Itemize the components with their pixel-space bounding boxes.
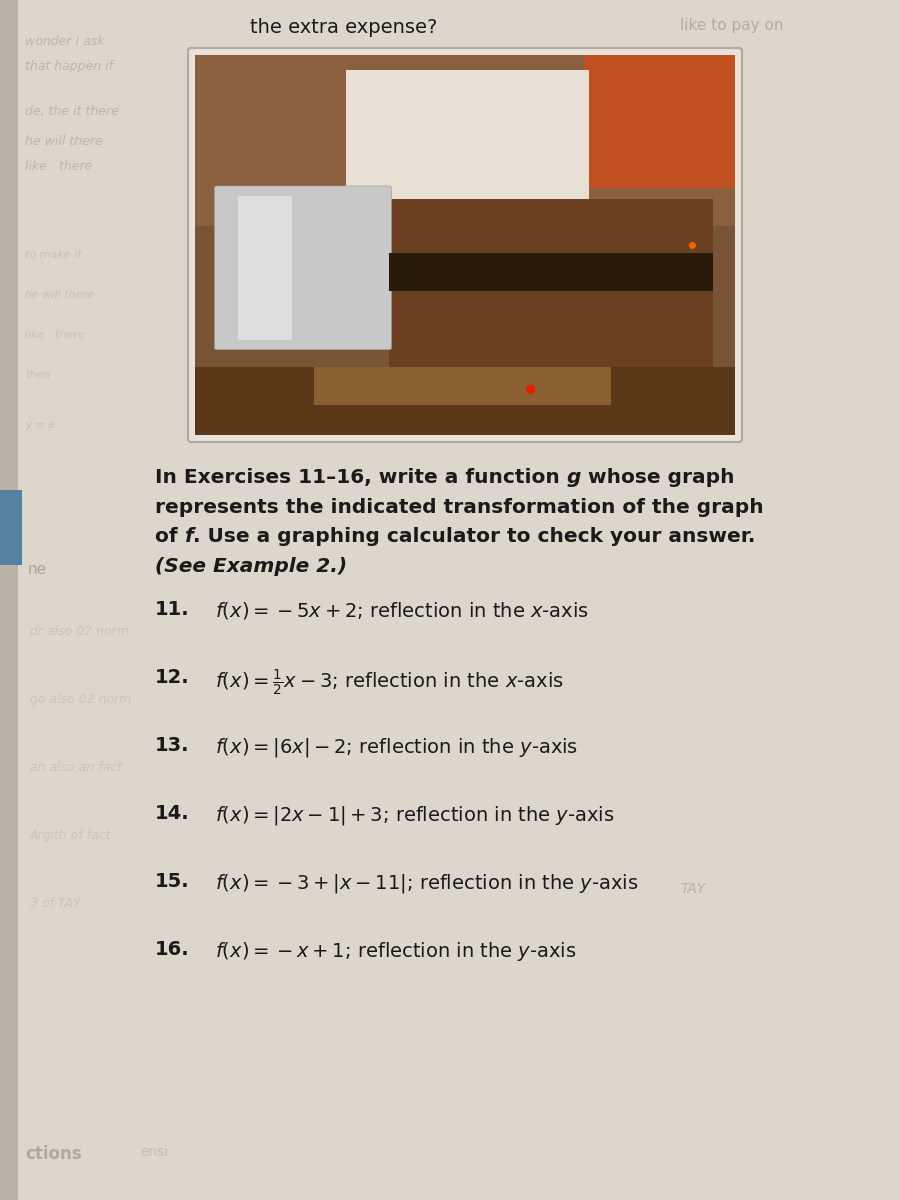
- FancyBboxPatch shape: [214, 186, 392, 349]
- Text: 12.: 12.: [155, 668, 190, 686]
- Bar: [584, 55, 735, 188]
- Text: like to pay on: like to pay on: [680, 18, 784, 32]
- Text: . Use a graphing calculator to check your answer.: . Use a graphing calculator to check you…: [194, 528, 756, 546]
- Text: like   there: like there: [25, 330, 85, 340]
- Text: to make it: to make it: [25, 250, 82, 260]
- Text: then: then: [25, 370, 50, 380]
- Bar: [0, 490, 22, 565]
- Text: ne: ne: [28, 562, 47, 577]
- Text: 15.: 15.: [155, 872, 190, 890]
- Text: that happen if: that happen if: [25, 60, 113, 73]
- Text: $f(x) = |6x| - 2$; reflection in the $y$-axis: $f(x) = |6x| - 2$; reflection in the $y$…: [215, 736, 578, 758]
- Bar: [238, 196, 292, 340]
- Text: ctions: ctions: [25, 1145, 82, 1163]
- Bar: [314, 366, 611, 404]
- Bar: [195, 55, 735, 434]
- Text: $f(x) = \frac{1}{2}x - 3$; reflection in the $x$-axis: $f(x) = \frac{1}{2}x - 3$; reflection in…: [215, 668, 563, 698]
- Text: ensi: ensi: [140, 1145, 168, 1159]
- Bar: [0, 0, 18, 1200]
- Bar: [195, 55, 735, 226]
- Text: the extra expense?: the extra expense?: [250, 18, 437, 37]
- Text: 16.: 16.: [155, 940, 190, 959]
- Text: $f(x) = -5x + 2$; reflection in the $x$-axis: $f(x) = -5x + 2$; reflection in the $x$-…: [215, 600, 589, 622]
- Text: $f(x) = -x + 1$; reflection in the $y$-axis: $f(x) = -x + 1$; reflection in the $y$-a…: [215, 940, 577, 962]
- Text: 14.: 14.: [155, 804, 190, 823]
- Text: de, the it there: de, the it there: [25, 104, 119, 118]
- Text: (See Example 2.): (See Example 2.): [155, 557, 347, 576]
- Text: 11.: 11.: [155, 600, 190, 619]
- Text: 13.: 13.: [155, 736, 190, 755]
- Text: go also 02 norm: go also 02 norm: [30, 692, 131, 706]
- Text: an also an fact: an also an fact: [30, 761, 122, 774]
- Bar: [195, 366, 735, 434]
- Text: 3 of TAY: 3 of TAY: [30, 898, 81, 910]
- Text: TAY: TAY: [680, 882, 706, 896]
- Text: In Exercises 11–16, write a function: In Exercises 11–16, write a function: [155, 468, 567, 487]
- Bar: [346, 70, 590, 215]
- Text: whose graph: whose graph: [581, 468, 734, 487]
- Text: y = a: y = a: [25, 420, 55, 430]
- Bar: [390, 253, 714, 290]
- Text: represents the indicated transformation of the graph: represents the indicated transformation …: [155, 498, 763, 517]
- Text: wonder I ask: wonder I ask: [25, 35, 104, 48]
- Text: f: f: [184, 528, 194, 546]
- Text: of: of: [155, 528, 184, 546]
- Text: $f(x) = |2x - 1| + 3$; reflection in the $y$-axis: $f(x) = |2x - 1| + 3$; reflection in the…: [215, 804, 615, 827]
- Bar: [390, 199, 714, 371]
- Text: Argith of fact: Argith of fact: [30, 829, 112, 842]
- Text: g: g: [567, 468, 581, 487]
- Text: like   there: like there: [25, 160, 93, 173]
- Text: he will there: he will there: [25, 134, 103, 148]
- Text: he will there: he will there: [25, 290, 94, 300]
- FancyBboxPatch shape: [188, 48, 742, 442]
- Text: dr also 02 norm: dr also 02 norm: [30, 625, 129, 638]
- Text: $f(x) = -3 + |x - 11|$; reflection in the $y$-axis: $f(x) = -3 + |x - 11|$; reflection in th…: [215, 872, 638, 895]
